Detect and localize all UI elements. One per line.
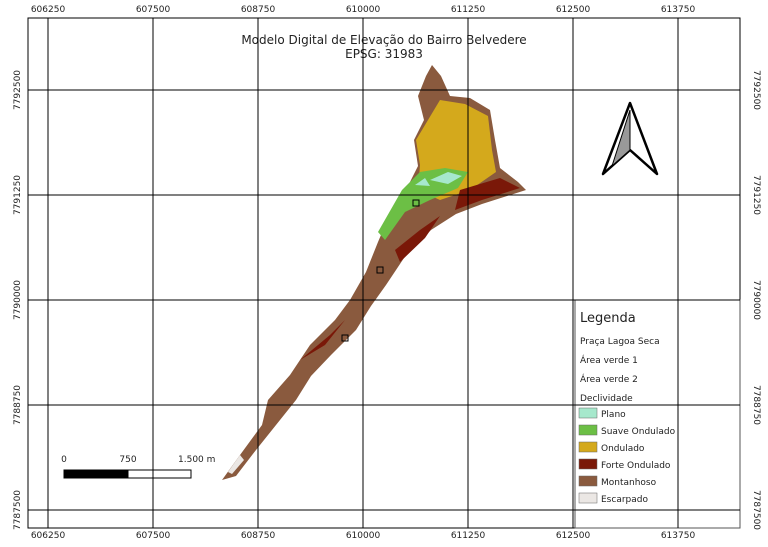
legend-title: Legenda [580,311,636,326]
area-marker [412,199,420,207]
legend-layer: Área verde 1 [580,354,638,366]
x-coord-label: 611250 [451,5,486,15]
legend-class: Suave Ondulado [601,427,676,437]
x-coord-label: 607500 [136,531,171,541]
scale-label: 1.500 m [178,455,215,465]
x-coord-label: 608750 [241,5,276,15]
legend-swatch [578,475,598,487]
legend-layer: Praça Lagoa Seca [580,337,660,347]
legend-swatch [578,407,598,419]
area-marker [376,266,384,274]
legend-class: Plano [601,410,626,420]
y-coord-label: 7791250 [751,175,761,215]
y-coord-label: 7792500 [13,70,23,110]
scale-bar: 0 750 1.500 m [61,455,215,479]
y-coord-label: 7788750 [13,385,23,425]
legend-group: Declividade [580,394,633,404]
map-title: Modelo Digital de Elevação do Bairro Bel… [241,33,526,47]
terrain-escarpado [228,455,244,474]
y-coord-label: 7787500 [13,490,23,530]
legend-items: Praça Lagoa Seca Área verde 1 Área verde 2… [578,337,676,505]
x-coord-label: 606250 [31,531,66,541]
y-coord-label: 7790000 [13,280,23,320]
y-coord-label: 7791250 [13,175,23,215]
north-arrow [601,101,659,176]
map-subtitle: EPSG: 31983 [345,47,423,61]
terrain-suave [378,168,468,240]
legend-box [574,299,741,529]
x-coord-label: 611250 [451,531,486,541]
x-coord-label: 613750 [661,531,696,541]
x-coord-label: 610000 [346,531,381,541]
legend-layer: Área verde 2 [580,373,638,385]
x-coord-label: 612500 [556,531,591,541]
legend-class: Montanhoso [601,478,657,488]
legend-class: Forte Ondulado [601,461,671,471]
scale-label: 0 [61,455,67,465]
x-coord-label: 610000 [346,5,381,15]
x-coord-label: 607500 [136,5,171,15]
legend-swatch [578,458,598,470]
legend-swatch [578,441,598,453]
x-coord-label: 608750 [241,531,276,541]
legend-swatch [578,492,598,504]
y-coord-label: 7792500 [751,70,761,110]
area-marker [341,334,349,342]
legend-class: Ondulado [601,444,645,454]
legend-swatch [578,424,598,436]
y-coord-label: 7787500 [751,490,761,530]
terrain-plano [415,172,462,186]
y-coord-label: 7788750 [751,385,761,425]
x-coord-label: 613750 [661,5,696,15]
legend-class: Escarpado [601,495,648,505]
grid: 606250 606250 607500 607500 608750 608750 6100… [13,5,761,541]
terrain [222,65,526,480]
terrain-forte [300,178,520,360]
x-coord-label: 606250 [31,5,66,15]
y-coord-label: 7790000 [751,280,761,320]
scale-label: 750 [119,455,136,465]
x-coord-label: 612500 [556,5,591,15]
